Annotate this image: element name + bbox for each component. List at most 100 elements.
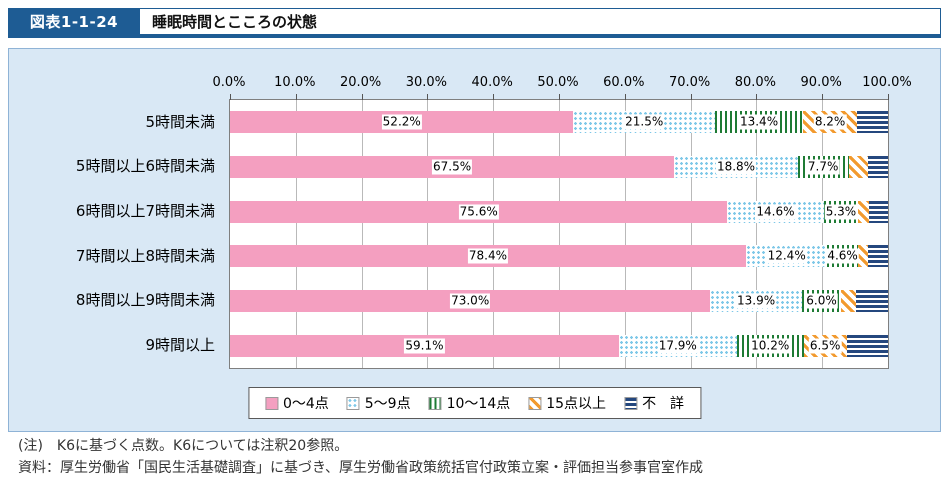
bar-value-label: 8.2% [813, 114, 847, 130]
bar-segment [857, 245, 868, 268]
bar-value-label: 6.5% [808, 338, 842, 354]
notes: (注) K6に基づく点数。K6については注釈20参照。 資料：厚生労働省「国民生… [18, 436, 937, 479]
legend-swatch-icon [346, 396, 360, 410]
bar-value-label: 5.3% [824, 204, 858, 220]
bar-value-label: 18.8% [715, 159, 757, 175]
bar-segment [856, 289, 888, 312]
bar-row: 75.6% 14.6% 5.3% [230, 189, 888, 234]
legend-swatch-icon [528, 396, 542, 410]
bar-value-label: 67.5% [432, 159, 473, 175]
axis-tick [361, 94, 363, 100]
bar-value-label: 59.1% [404, 338, 445, 354]
category-label: 6時間以上7時間未満 [75, 202, 215, 221]
axis-tick [822, 94, 824, 100]
bar-row: 78.4% 12.4% 4.6% [230, 234, 888, 279]
gridline [690, 100, 692, 368]
bar-value-label: 21.5% [624, 114, 665, 130]
category-label: 8時間以上9時間未満 [75, 291, 215, 310]
bar-value-label: 13.9% [736, 293, 777, 309]
x-axis-tick-label: 60.0% [603, 75, 645, 90]
axis-tick [888, 94, 889, 100]
legend-swatch-icon [624, 396, 638, 410]
bar-value-label: 14.6% [755, 204, 796, 220]
bar-value-label: 10.2% [750, 338, 791, 354]
bar-segment [867, 245, 888, 268]
bar-value-label: 12.4% [766, 248, 807, 264]
bar-row: 67.5% 18.8% 7.7% [230, 145, 888, 190]
legend-label: 0〜4点 [282, 396, 329, 412]
bar-segment [857, 111, 888, 134]
x-axis-tick-label: 30.0% [405, 75, 448, 90]
bar-value-label: 6.0% [805, 293, 838, 309]
gridline [624, 100, 626, 368]
x-axis-tick-label: 70.0% [668, 75, 711, 90]
axis-tick [559, 94, 560, 100]
bar-value-label: 52.2% [381, 114, 422, 130]
bar-value-label: 17.9% [657, 338, 698, 354]
legend-label: 10〜14点 [446, 396, 511, 412]
bar-segment [841, 289, 857, 312]
category-labels: 5時間未満 5時間以上6時間未満 6時間以上7時間未満 7時間以上8時間未満 8時間以上… [9, 99, 221, 367]
bar-segment [868, 200, 888, 223]
legend-label: 15点以上 [546, 396, 607, 412]
legend-item: 5〜9点 [346, 393, 411, 413]
bar-row: 52.2% 21.5% 13.4% 8.2% [230, 100, 888, 145]
gridline [427, 100, 429, 368]
bar-value-label: 75.6% [458, 204, 499, 220]
x-axis-tick-label: 0.0% [212, 75, 246, 90]
bar-segment [848, 155, 868, 178]
legend-item: 0〜4点 [264, 393, 329, 413]
gridline [559, 100, 560, 368]
chart-panel: 0.0% 10.0% 20.0% 30.0% 40.0% 50.0% 60.0% 70.0% 8… [8, 48, 941, 432]
x-axis-tick-label: 50.0% [537, 75, 579, 90]
legend-item: 不 詳 [624, 393, 684, 413]
gridline [493, 100, 495, 368]
gridline [361, 100, 363, 368]
gridline [756, 100, 758, 368]
category-label: 5時間以上6時間未満 [75, 157, 215, 176]
axis-tick [427, 94, 429, 100]
figure-header: 図表1-1-24 睡眠時間とこころの状態 [8, 8, 941, 38]
axis-tick [295, 94, 297, 100]
axis-tick [756, 94, 758, 100]
source-text: 資料：厚生労働省「国民生活基礎調査」に基づき、厚生労働省政策統括官付政策立案・評… [18, 459, 704, 476]
bar-segment [846, 334, 888, 357]
figure-title: 睡眠時間とこころの状態 [140, 8, 941, 35]
x-axis-tick-label: 40.0% [471, 75, 513, 90]
bar-row: 73.0% 13.9% 6.0% [230, 279, 888, 324]
bar-value-label: 4.6% [826, 248, 859, 264]
gridline [822, 100, 824, 368]
axis-tick [690, 94, 692, 100]
x-axis-tick-label: 80.0% [734, 75, 777, 90]
gridline [295, 100, 297, 368]
legend-swatch-icon [264, 396, 278, 410]
plot-area: 52.2% 21.5% 13.4% 8.2% 67.5% 18.8% 7.7% 75.6% 14… [229, 94, 889, 369]
legend-label: 5〜9点 [364, 396, 411, 412]
legend-label: 不 詳 [642, 396, 685, 412]
note-text: (注) K6に基づく点数。K6については注釈20参照。 [18, 438, 349, 454]
bar-segment [867, 155, 888, 178]
x-axis-tick-label: 20.0% [339, 75, 382, 90]
legend: 0〜4点 5〜9点 10〜14点 15点以上 不 詳 [247, 387, 702, 419]
legend-swatch-icon [428, 396, 442, 410]
bar-value-label: 7.7% [806, 159, 840, 175]
figure-number: 図表1-1-24 [8, 8, 140, 35]
x-axis-tick-label: 10.0% [274, 75, 316, 90]
bar-value-label: 13.4% [738, 114, 780, 130]
bar-segment [858, 200, 869, 223]
category-label: 7時間以上8時間未満 [75, 246, 215, 265]
category-label: 5時間未満 [145, 112, 215, 131]
bar-value-label: 78.4% [467, 248, 508, 264]
x-axis-labels: 0.0% 10.0% 20.0% 30.0% 40.0% 50.0% 60.0% 70.0% 8… [212, 75, 911, 91]
bar-value-label: 73.0% [450, 293, 491, 309]
axis-tick [624, 94, 626, 100]
category-label: 9時間以上 [145, 336, 215, 355]
legend-item: 10〜14点 [428, 393, 511, 413]
x-axis-tick-label: 90.0% [800, 75, 842, 90]
bar-row: 59.1% 17.9% 10.2% 6.5% [230, 323, 888, 368]
axis-tick [493, 94, 495, 100]
axis-tick [230, 94, 231, 100]
legend-item: 15点以上 [528, 393, 606, 413]
x-axis-tick-label: 100.0% [862, 75, 912, 90]
